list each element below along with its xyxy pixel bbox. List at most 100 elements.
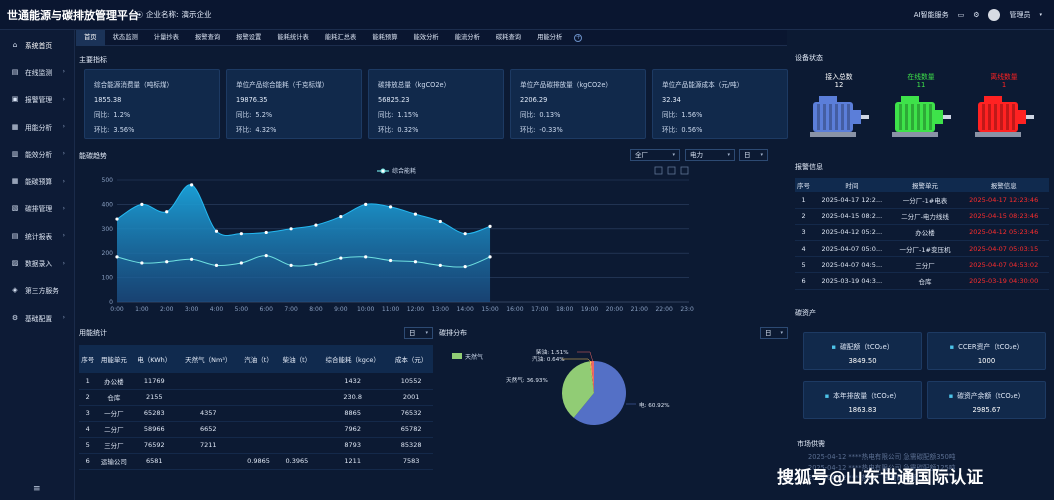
alarm-title: 报警信息 bbox=[795, 163, 823, 171]
table-cell: 58966 bbox=[131, 421, 178, 438]
settings-icon[interactable]: ⚙ bbox=[973, 11, 980, 19]
table-row: 3 一分厂 65283 4357 8865 76532 bbox=[79, 405, 433, 422]
table-cell: 11769 bbox=[131, 373, 178, 390]
tab-3[interactable]: 报警查询 bbox=[194, 33, 221, 41]
sidebar-item-6[interactable]: ▧ 碳排管理 › bbox=[0, 195, 74, 222]
list-item[interactable]: 2025-04-12 ****热电厂 出售碳配额... bbox=[808, 474, 923, 482]
avatar[interactable] bbox=[988, 9, 1001, 21]
message-icon[interactable]: ▭ bbox=[957, 11, 965, 19]
x-tick-label: 11:00 bbox=[382, 306, 399, 313]
tab-0[interactable]: 首页 bbox=[76, 29, 105, 46]
y-tick-label: 0 bbox=[109, 299, 113, 306]
report-icon: ▤ bbox=[11, 231, 19, 240]
chevron-down-icon[interactable]: ▾ bbox=[1039, 12, 1042, 18]
data-point bbox=[388, 205, 393, 209]
sidebar-item-10[interactable]: ⚙ 基础配置 › bbox=[0, 304, 74, 331]
usage-period-select[interactable]: 日 ▾ bbox=[404, 327, 433, 339]
pie-slice bbox=[562, 361, 594, 418]
ai-service-link[interactable]: AI智能服务 bbox=[913, 11, 949, 19]
table-cell: 5 bbox=[795, 256, 813, 274]
table-cell: 0.9865 bbox=[239, 453, 278, 470]
tab-9[interactable]: 能流分析 bbox=[454, 33, 480, 41]
data-point bbox=[190, 257, 194, 261]
x-tick-label: 17:00 bbox=[531, 306, 548, 313]
data-point bbox=[463, 265, 467, 269]
trend-chart: 0 100 200 300 400 500 0:00 1:00 2:00 3:00 4:00 5:00… bbox=[102, 166, 694, 313]
grid-icon: ▪ bbox=[948, 392, 954, 400]
data-point bbox=[314, 262, 318, 266]
data-point bbox=[264, 230, 268, 235]
sidebar-item-4[interactable]: ▥ 能效分析 › bbox=[0, 140, 74, 167]
carbon-asset-card: ▪ 碳配额（tCO₂e） 3849.50 bbox=[803, 332, 922, 370]
data-point bbox=[438, 219, 442, 224]
list-item[interactable]: 2025-04-12 ****热电有限公司 急需碳配额125吨 bbox=[808, 463, 956, 472]
table-cell: 6 bbox=[79, 453, 97, 470]
tab-1[interactable]: 状态监测 bbox=[112, 33, 138, 41]
add-tab-icon[interactable]: + bbox=[574, 33, 583, 42]
kpi-value: 19876.35 bbox=[236, 96, 268, 104]
stack-icon[interactable] bbox=[680, 166, 689, 175]
sidebar-item-9[interactable]: ◈ 第三方服务 bbox=[0, 277, 74, 304]
table-cell bbox=[239, 389, 278, 406]
x-tick-label: 16:00 bbox=[506, 306, 523, 313]
table-row[interactable]: 1 2025-04-17 12:2... 一分厂-1#电表 2025-04-17 12… bbox=[795, 192, 1049, 209]
sidebar-item-3[interactable]: ▦ 用能分析 › bbox=[0, 113, 74, 140]
pie-period-select[interactable]: 日 ▾ bbox=[760, 327, 788, 339]
sidebar-item-8[interactable]: ▨ 数据录入 › bbox=[0, 249, 74, 276]
chevron-right-icon: › bbox=[62, 259, 65, 267]
x-tick-label: 8:00 bbox=[309, 306, 323, 313]
table-row[interactable]: 6 2025-03-19 04:3... 仓库 2025-03-19 04:30:00 bbox=[795, 272, 1049, 290]
budget-icon: ▦ bbox=[11, 177, 19, 186]
sidebar-item-1[interactable]: ▤ 在线监测 › bbox=[0, 58, 74, 85]
table-row[interactable]: 3 2025-04-12 05:2... 办公楼 2025-04-12 05:23:4… bbox=[795, 224, 1049, 242]
series-line bbox=[116, 184, 491, 237]
chevron-right-icon: › bbox=[62, 150, 65, 158]
table-cell: 8865 bbox=[316, 405, 390, 422]
gear-icon: ⚙ bbox=[11, 313, 19, 322]
sidebar-item-7[interactable]: ▤ 统计报表 › bbox=[0, 222, 74, 249]
x-tick-label: 6:00 bbox=[259, 306, 273, 313]
bar-chart-icon[interactable] bbox=[667, 166, 676, 175]
table-row[interactable]: 5 2025-04-07 04:5... 三分厂 2025-04-07 04:53:0… bbox=[795, 256, 1049, 274]
sidebar-item-2[interactable]: ▣ 报警管理 › bbox=[0, 86, 74, 113]
table-cell: 2025-04-12 05:2... bbox=[812, 224, 892, 242]
energy-type-select[interactable]: 电力 ▾ bbox=[685, 149, 735, 161]
sidebar-item-0[interactable]: ⌂ 系统首页 bbox=[0, 31, 74, 58]
kpi-yoy-row: 同比: 1.56% bbox=[662, 108, 778, 123]
table-cell: 二分厂-电力线线 bbox=[891, 208, 959, 225]
tab-6[interactable]: 能耗汇总表 bbox=[324, 33, 357, 41]
kpi-name: 单位产品综合能耗（千克标煤） bbox=[236, 81, 329, 89]
period-select[interactable]: 日 ▾ bbox=[739, 149, 768, 161]
tab-11[interactable]: 用能分析 bbox=[537, 33, 563, 41]
table-cell: 二分厂 bbox=[96, 421, 132, 438]
grid-icon: ▪ bbox=[949, 343, 955, 351]
tab-7[interactable]: 能耗预算 bbox=[372, 33, 398, 41]
table-cell: 4357 bbox=[177, 405, 240, 422]
factory-select[interactable]: 全厂 ▾ bbox=[630, 149, 680, 161]
table-row[interactable]: 2 2025-04-15 08:2... 二分厂-电力线线 2025-04-15 08… bbox=[795, 208, 1049, 225]
sidebar-item-label: 用能分析 bbox=[25, 123, 53, 132]
collapse-menu-icon[interactable]: ≡ bbox=[33, 484, 41, 494]
tab-8[interactable]: 能效分析 bbox=[413, 33, 439, 41]
tab-5[interactable]: 能耗统计表 bbox=[277, 33, 309, 41]
market-title: 市场供需 bbox=[797, 440, 825, 448]
tab-4[interactable]: 报警设置 bbox=[236, 33, 262, 41]
kpi-mom-row: 环比: 0.32% bbox=[378, 123, 494, 138]
table-cell bbox=[239, 421, 278, 438]
tab-2[interactable]: 计量抄表 bbox=[153, 33, 179, 41]
sidebar-item-label: 在线监测 bbox=[25, 68, 53, 77]
list-item[interactable]: 2025-04-12 ****热电有限公司 急需碳配额350吨 bbox=[808, 453, 956, 461]
factory-select-value: 全厂 bbox=[635, 151, 648, 159]
user-menu[interactable]: 管理员 bbox=[1009, 11, 1031, 19]
chevron-down-icon: ▾ bbox=[425, 330, 428, 336]
usage-header: 电（KWh） bbox=[131, 345, 178, 373]
table-row[interactable]: 4 2025-04-07 05:0... 一分厂-1#变压机 2025-04-07 0… bbox=[795, 240, 1049, 258]
sidebar-item-5[interactable]: ▦ 能碳预算 › bbox=[0, 167, 74, 194]
device-stat-count: 12 bbox=[834, 81, 844, 89]
table-cell: 2025-03-19 04:30:00 bbox=[958, 272, 1049, 290]
usage-header: 综合能耗（kgce） bbox=[316, 345, 390, 373]
kpi-name: 单位产品能源成本（元/吨） bbox=[662, 81, 744, 89]
sidebar: ⌂ 系统首页 ▤ 在线监测 › ▣ 报警管理 › ▦ 用能分析 › ▥ 能效分析 › ▦ 能碳预算 › ▧ 碳排管理… bbox=[0, 30, 75, 500]
line-chart-icon[interactable] bbox=[654, 166, 663, 175]
tab-10[interactable]: 碳耗查询 bbox=[495, 33, 522, 41]
